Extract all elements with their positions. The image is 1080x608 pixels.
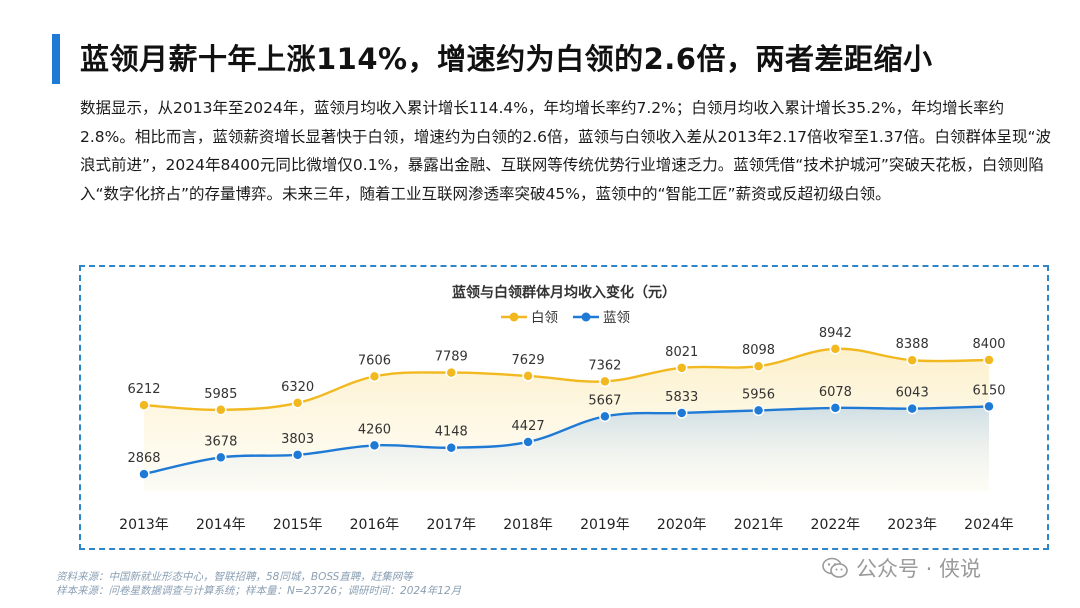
label-white-collar-2: 6320 <box>281 380 314 395</box>
label-blue-collar-4: 4148 <box>435 425 468 440</box>
point-white-collar-2 <box>291 397 304 409</box>
point-blue-collar-1 <box>215 451 227 464</box>
point-blue-collar-0 <box>138 468 150 480</box>
label-blue-collar-3: 4260 <box>358 422 391 437</box>
source-notes: 资料来源：中国新就业形态中心，智联招聘，58同城，BOSS直聘，赶集网等 样本来… <box>56 570 461 598</box>
point-white-collar-10 <box>906 354 918 366</box>
x-tick-1: 2014年 <box>196 517 246 533</box>
label-white-collar-9: 8942 <box>819 326 852 341</box>
point-white-collar-3 <box>368 370 381 383</box>
label-white-collar-1: 5985 <box>204 387 237 402</box>
x-tick-0: 2013年 <box>119 517 169 533</box>
label-blue-collar-2: 3803 <box>281 432 314 447</box>
point-white-collar-6 <box>599 375 611 388</box>
x-tick-7: 2020年 <box>657 517 707 533</box>
source-line-1: 资料来源：中国新就业形态中心，智联招聘，58同城，BOSS直聘，赶集网等 <box>56 571 413 583</box>
point-white-collar-7 <box>675 362 688 374</box>
legend-item-white-collar: 白领 <box>501 310 559 326</box>
label-white-collar-7: 8021 <box>665 345 698 360</box>
page-title: 蓝领月薪十年上涨114%，增速约为白领的2.6倍，两者差距缩小 <box>80 42 933 76</box>
point-blue-collar-6 <box>599 410 611 423</box>
label-white-collar-6: 7362 <box>588 358 621 373</box>
area-blue-collar <box>144 406 989 491</box>
point-blue-collar-3 <box>368 439 381 452</box>
point-white-collar-5 <box>522 370 534 382</box>
label-white-collar-4: 7789 <box>435 350 468 365</box>
label-blue-collar-0: 2868 <box>127 451 160 466</box>
label-blue-collar-11: 6150 <box>972 383 1005 398</box>
x-tick-8: 2021年 <box>734 517 784 533</box>
label-white-collar-0: 6212 <box>127 382 160 397</box>
point-white-collar-0 <box>138 399 150 411</box>
point-blue-collar-9 <box>829 402 842 414</box>
watermark: 公众号 · 侠说 <box>822 553 981 583</box>
point-white-collar-9 <box>829 343 842 355</box>
label-white-collar-10: 8388 <box>896 337 929 352</box>
point-blue-collar-4 <box>445 441 458 454</box>
point-white-collar-11 <box>983 354 995 366</box>
point-blue-collar-10 <box>906 402 918 415</box>
label-blue-collar-10: 6043 <box>896 386 929 401</box>
label-white-collar-8: 8098 <box>742 343 775 358</box>
x-tick-3: 2016年 <box>350 517 400 533</box>
point-blue-collar-7 <box>675 407 688 419</box>
legend-swatch-dot-blue-collar <box>581 312 591 322</box>
label-blue-collar-7: 5833 <box>665 390 698 405</box>
point-white-collar-4 <box>445 366 458 379</box>
point-blue-collar-8 <box>752 404 765 417</box>
x-tick-6: 2019年 <box>580 517 630 533</box>
legend-swatch-dot-white-collar <box>509 312 519 322</box>
chart-container: 蓝领与白领群体月均收入变化（元） 白领 蓝领 6212 5985 6320 7606 77… <box>79 265 1049 550</box>
series-lines <box>143 347 990 476</box>
point-white-collar-1 <box>215 404 227 416</box>
title-accent-bar <box>52 34 60 84</box>
x-axis-ticks: 2013年 2014年 2015年 2016年 2017年 2018年 2019年 2020年… <box>119 517 1014 533</box>
point-white-collar-8 <box>752 360 765 372</box>
point-blue-collar-11 <box>983 400 995 413</box>
area-fills <box>144 348 989 491</box>
x-tick-11: 2024年 <box>964 517 1014 533</box>
data-points <box>138 343 995 480</box>
chart-title: 蓝领与白领群体月均收入变化（元） <box>452 284 676 301</box>
point-blue-collar-2 <box>291 449 304 461</box>
x-tick-4: 2017年 <box>426 517 476 533</box>
point-blue-collar-5 <box>522 436 534 448</box>
legend-item-blue-collar: 蓝领 <box>573 310 631 326</box>
legend-label-blue-collar: 蓝领 <box>603 310 631 326</box>
body-paragraph: 数据显示，从2013年至2024年，蓝领月均收入累计增长114.4%，年均增长率… <box>80 99 1052 203</box>
source-line-2: 样本来源：问卷星数据调查与计算系统；样本量：N=23726；调研时间：2024年… <box>56 585 462 597</box>
x-tick-9: 2022年 <box>811 517 861 533</box>
label-white-collar-11: 8400 <box>972 337 1005 352</box>
line-blue-collar <box>143 405 990 476</box>
line-white-collar <box>143 347 990 412</box>
data-labels: 6212 5985 6320 7606 7789 7629 7362 8021 8098 8942… <box>127 326 1005 466</box>
watermark-text: 公众号 · 侠说 <box>856 557 982 581</box>
chart-legend: 白领 蓝领 <box>501 310 631 326</box>
income-line-chart: 蓝领与白领群体月均收入变化（元） 白领 蓝领 6212 5985 6320 7606 77… <box>119 284 1014 533</box>
x-tick-10: 2023年 <box>887 517 937 533</box>
x-tick-2: 2015年 <box>273 517 323 533</box>
label-white-collar-3: 7606 <box>358 353 391 368</box>
wechat-icon <box>822 557 848 578</box>
legend-label-white-collar: 白领 <box>531 310 559 326</box>
label-blue-collar-6: 5667 <box>588 393 621 408</box>
label-blue-collar-1: 3678 <box>204 434 237 449</box>
label-white-collar-5: 7629 <box>512 353 545 368</box>
x-tick-5: 2018年 <box>503 517 553 533</box>
label-blue-collar-9: 6078 <box>819 385 852 400</box>
label-blue-collar-5: 4427 <box>512 419 545 434</box>
label-blue-collar-8: 5956 <box>742 387 775 402</box>
